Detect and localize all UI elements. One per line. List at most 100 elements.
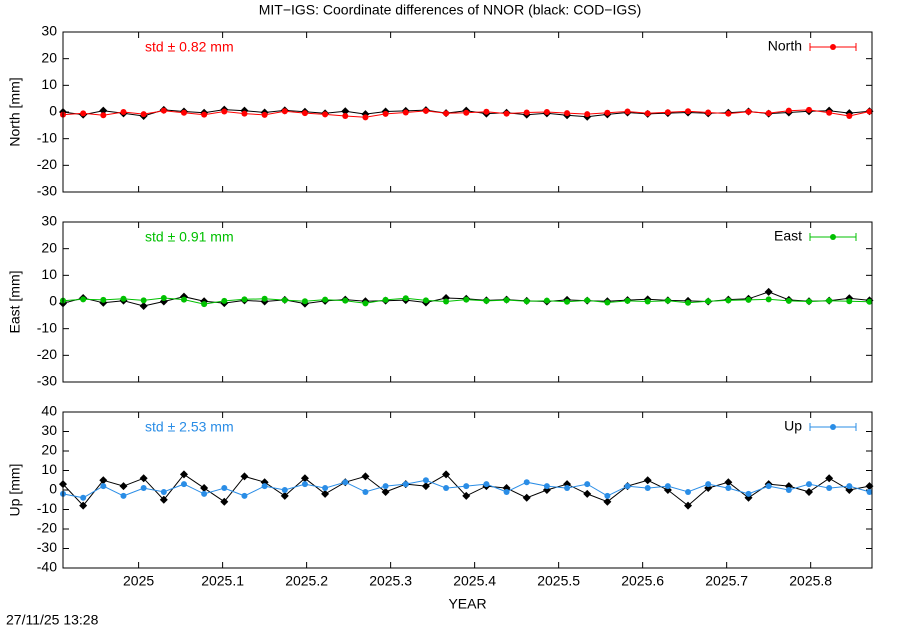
std-annotation: std ± 0.82 mm — [145, 39, 234, 55]
data-point — [805, 298, 812, 305]
data-point — [362, 488, 369, 495]
data-point — [462, 491, 471, 500]
data-point — [241, 492, 248, 499]
data-point — [664, 109, 671, 116]
data-point — [805, 481, 812, 488]
data-point — [826, 297, 833, 304]
data-point — [201, 301, 208, 308]
legend-marker — [830, 424, 836, 430]
plot-frame — [62, 31, 873, 193]
y-tick-label: 10 — [41, 266, 57, 282]
data-point — [382, 110, 389, 117]
y-tick-label: 10 — [41, 461, 57, 477]
data-point — [725, 297, 732, 304]
data-point — [543, 109, 550, 115]
data-point — [80, 110, 87, 117]
data-point — [866, 298, 873, 305]
data-point — [483, 481, 490, 488]
data-point — [301, 298, 308, 305]
data-point — [644, 110, 651, 117]
legend-label: East — [774, 228, 802, 244]
data-point — [624, 297, 631, 304]
data-point — [705, 298, 712, 305]
plot-frame — [62, 411, 873, 569]
data-point — [300, 474, 309, 483]
data-point — [764, 287, 773, 296]
std-annotation: std ± 0.91 mm — [145, 229, 234, 245]
data-point — [503, 110, 510, 117]
data-point — [865, 482, 874, 491]
data-point — [564, 298, 571, 305]
data-point — [120, 109, 127, 115]
data-point — [725, 485, 732, 492]
data-point — [421, 482, 430, 491]
y-tick-label: -20 — [37, 156, 57, 172]
data-point — [543, 297, 550, 304]
data-point — [221, 108, 228, 115]
data-point — [443, 485, 450, 492]
data-point — [241, 110, 248, 117]
data-point — [443, 298, 450, 305]
data-point — [442, 470, 451, 479]
data-point — [342, 113, 349, 119]
y-tick-label: 30 — [41, 213, 57, 229]
data-point — [362, 300, 369, 307]
std-annotation: std ± 2.53 mm — [145, 419, 234, 435]
data-point — [583, 489, 592, 498]
chart-title: MIT−IGS: Coordinate differences of NNOR … — [259, 2, 642, 18]
y-tick-label: 10 — [41, 76, 57, 92]
data-point — [341, 107, 350, 116]
y-tick-label: -10 — [37, 319, 57, 335]
data-point — [159, 495, 168, 504]
data-point — [99, 476, 108, 485]
data-point — [381, 487, 390, 496]
data-point — [139, 474, 148, 483]
data-point — [99, 106, 108, 115]
y-tick-label: -30 — [37, 373, 57, 389]
y-tick-label: 0 — [49, 481, 57, 497]
data-point — [866, 488, 873, 495]
data-point — [745, 108, 752, 115]
legend-label: Up — [784, 418, 802, 434]
data-point — [241, 296, 248, 303]
data-point — [745, 296, 752, 303]
data-point — [443, 110, 450, 117]
x-tick-label: 2025.1 — [201, 573, 244, 589]
data-point — [745, 490, 752, 497]
data-point — [120, 295, 127, 302]
data-point — [644, 298, 651, 305]
data-point — [261, 111, 268, 118]
data-point — [261, 483, 268, 490]
data-point — [221, 297, 228, 304]
data-point — [705, 481, 712, 488]
data-point — [765, 296, 772, 303]
data-point — [160, 295, 167, 301]
data-point — [100, 112, 107, 119]
data-point — [826, 109, 833, 116]
data-point — [765, 483, 772, 490]
data-point — [846, 113, 853, 119]
data-point — [402, 295, 409, 302]
data-point — [604, 299, 611, 306]
data-point — [281, 487, 288, 493]
data-point — [79, 501, 88, 510]
x-tick-label: 2025 — [123, 573, 154, 589]
x-tick-label: 2025.2 — [285, 573, 328, 589]
data-point — [139, 302, 148, 310]
y-tick-label: -30 — [37, 183, 57, 199]
data-point — [785, 487, 792, 493]
data-point — [261, 295, 268, 302]
data-point — [785, 107, 792, 114]
legend-marker — [830, 234, 836, 240]
data-point — [281, 108, 288, 115]
data-point — [644, 485, 651, 492]
data-point — [382, 296, 389, 303]
data-point — [362, 114, 369, 121]
data-point — [685, 488, 692, 495]
data-point — [724, 478, 733, 487]
data-point — [624, 108, 631, 115]
y-tick-label: -30 — [37, 539, 57, 555]
data-point — [584, 297, 591, 304]
data-point — [361, 472, 370, 481]
data-point — [180, 481, 187, 488]
